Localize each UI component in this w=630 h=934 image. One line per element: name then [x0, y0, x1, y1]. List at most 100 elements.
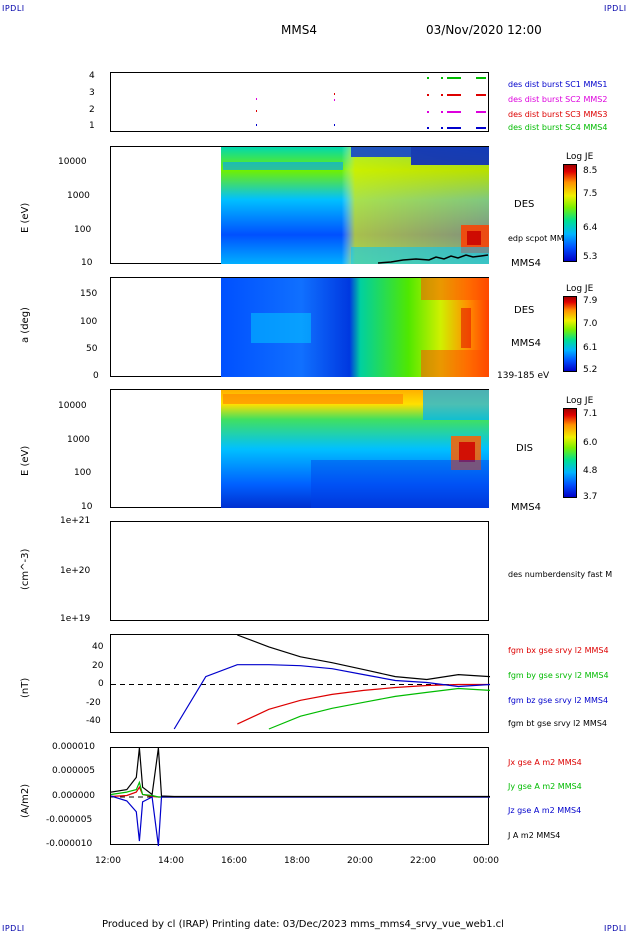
- des-pitch-ytick: 50: [86, 344, 98, 354]
- bfield-ytick: 0: [98, 679, 104, 689]
- corner-label-bottom-left: IPDLI: [2, 924, 25, 933]
- bx-series-line: [237, 683, 490, 725]
- bfield-ylabel: (nT): [20, 677, 31, 698]
- dis-energy-ylabel: E (eV): [20, 445, 31, 476]
- dis-energy-ytick: 100: [74, 468, 92, 478]
- time-tick: 12:00: [95, 856, 121, 866]
- des-pitch-cbar-tick: 7.0: [583, 319, 598, 329]
- burst-ytick: 1: [89, 121, 95, 131]
- bfield-ytick: 40: [92, 642, 104, 652]
- corner-label-bottom-right: IPDLI: [604, 924, 627, 933]
- bfield-panel: [110, 634, 491, 733]
- density-ytick: 1e+20: [60, 566, 91, 576]
- des-pitch-energy-range: 139-185 eV: [497, 371, 550, 381]
- bfield-legend-by: fgm by gse srvy l2 MMS4: [508, 671, 609, 680]
- des-pitch-ytick: 100: [80, 317, 98, 327]
- des-pitch-ytick: 150: [80, 289, 98, 299]
- des-energy-ytick: 100: [74, 225, 92, 235]
- jz-series-line: [110, 795, 490, 847]
- spacecraft-title: MMS4: [281, 23, 317, 37]
- des-energy-spectrogram: [221, 147, 489, 264]
- time-tick: 18:00: [284, 856, 310, 866]
- current-ylabel: (A/m2): [20, 783, 31, 818]
- burst-marks: [256, 77, 486, 129]
- des-pitch-cbar-tick: 7.9: [583, 296, 598, 306]
- burst-ytick: 4: [89, 71, 95, 81]
- datetime-title: 03/Nov/2020 12:00: [426, 23, 542, 37]
- des-pitch-ylabel: a (deg): [20, 307, 31, 343]
- des-energy-ylabel: E (eV): [20, 202, 31, 233]
- current-legend-jx: Jx gse A m2 MMS4: [508, 758, 582, 767]
- des-pitch-spectrogram: [221, 278, 489, 377]
- density-ytick: 1e+21: [60, 516, 91, 526]
- dis-energy-panel: [110, 389, 489, 508]
- dis-energy-colorbar: [563, 408, 577, 498]
- des-pitch-colorbar: [563, 296, 577, 372]
- jx-series-line: [110, 785, 490, 798]
- dis-energy-ytick: 10000: [58, 401, 87, 411]
- current-ytick: 0.000010: [52, 742, 95, 752]
- current-plot: [110, 747, 490, 847]
- current-legend-j: J A m2 MMS4: [508, 831, 561, 840]
- bfield-plot: [111, 634, 491, 730]
- current-ytick: 0.000005: [52, 766, 95, 776]
- burst-legend-mms1: des dist burst SC1 MMS1: [508, 80, 608, 89]
- des-pitch-spacecraft-label: MMS4: [511, 338, 541, 349]
- des-pitch-panel: [110, 277, 489, 377]
- dis-energy-spacecraft-label: MMS4: [511, 502, 541, 513]
- bfield-legend-bz: fgm bz gse srvy l2 MMS4: [508, 696, 609, 705]
- dis-energy-instrument-label: DIS: [516, 443, 533, 454]
- dis-energy-cbar-tick: 6.0: [583, 438, 598, 448]
- des-energy-cbar-tick: 6.4: [583, 223, 598, 233]
- footer-credit: Produced by cl (IRAP) Printing date: 03/…: [102, 919, 504, 930]
- burst-ytick: 3: [89, 88, 95, 98]
- bfield-legend-bt: fgm bt gse srvy l2 MMS4: [508, 719, 607, 728]
- des-pitch-ytick: 0: [93, 371, 99, 381]
- j-series-line: [110, 747, 490, 798]
- time-tick: 16:00: [221, 856, 247, 866]
- density-ytick: 1e+19: [60, 614, 91, 624]
- dis-energy-spectrogram: [221, 390, 489, 508]
- burst-ytick: 2: [89, 105, 95, 115]
- bfield-ytick: 20: [92, 661, 104, 671]
- burst-panel: [110, 72, 489, 132]
- des-energy-spacecraft-label: MMS4: [511, 258, 541, 269]
- density-side-label: des numberdensity fast M: [508, 570, 613, 579]
- current-legend-jz: Jz gse A m2 MMS4: [508, 806, 582, 815]
- corner-label-top-left: IPDLI: [2, 4, 25, 13]
- dis-energy-ytick: 1000: [67, 435, 90, 445]
- des-energy-side-label: edp scpot MMS4: [508, 234, 574, 243]
- des-pitch-cbar-tick: 5.2: [583, 365, 598, 375]
- des-energy-cbar-tick: 7.5: [583, 189, 598, 199]
- des-energy-panel: [110, 146, 489, 264]
- des-pitch-cbar-title: Log JE: [566, 284, 594, 294]
- burst-legend-mms2: des dist burst SC2 MMS2: [508, 95, 608, 104]
- des-energy-cbar-tick: 5.3: [583, 252, 598, 262]
- des-energy-cbar-tick: 8.5: [583, 166, 598, 176]
- time-tick: 14:00: [158, 856, 184, 866]
- corner-label-top-right: IPDLI: [604, 4, 627, 13]
- bfield-ytick: -20: [86, 698, 101, 708]
- burst-legend-mms3: des dist burst SC3 MMS3: [508, 110, 608, 119]
- des-energy-ytick: 10: [81, 258, 93, 268]
- dis-energy-cbar-tick: 7.1: [583, 409, 598, 419]
- current-ytick: -0.000010: [46, 839, 93, 849]
- des-energy-cbar-title: Log JE: [566, 152, 594, 162]
- dis-energy-cbar-tick: 3.7: [583, 492, 598, 502]
- des-energy-colorbar: [563, 164, 577, 262]
- bfield-ytick: -40: [86, 716, 101, 726]
- bz-series-line: [173, 664, 491, 730]
- by-series-line: [268, 687, 491, 730]
- current-panel: [110, 747, 490, 847]
- current-ytick: 0.000000: [52, 791, 95, 801]
- current-ytick: -0.000005: [46, 815, 93, 825]
- density-ylabel: (cm^-3): [20, 548, 31, 590]
- time-tick: 20:00: [347, 856, 373, 866]
- des-energy-instrument-label: DES: [514, 199, 535, 210]
- des-pitch-cbar-tick: 6.1: [583, 343, 598, 353]
- current-legend-jy: Jy gse A m2 MMS4: [508, 782, 582, 791]
- dis-energy-cbar-title: Log JE: [566, 396, 594, 406]
- dis-energy-cbar-tick: 4.8: [583, 466, 598, 476]
- time-tick: 22:00: [410, 856, 436, 866]
- dis-energy-ytick: 10: [81, 502, 93, 512]
